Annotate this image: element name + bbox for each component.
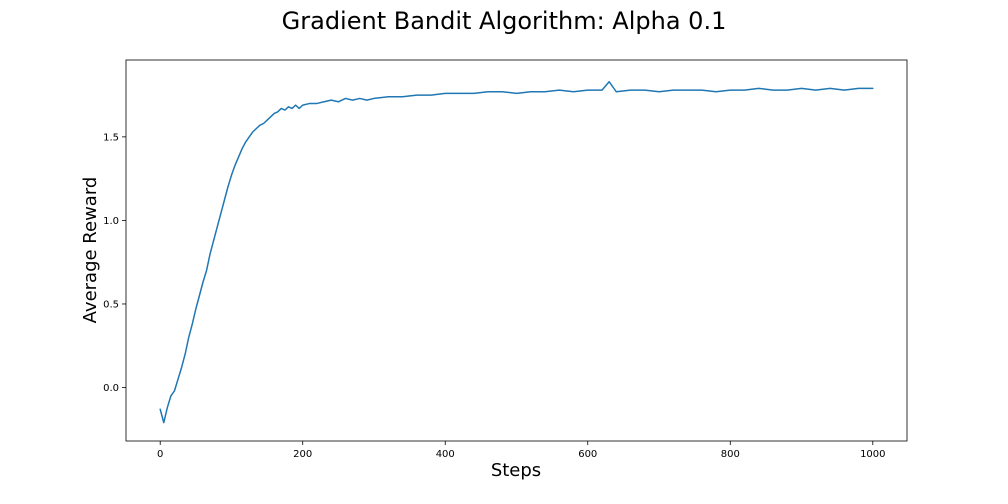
series-line bbox=[159, 80, 874, 424]
x-axis-label: Steps bbox=[491, 460, 541, 481]
y-tick-label: 1.0 bbox=[103, 216, 119, 227]
plot-area: 0 200 400 600 800 1000 0.0 0.5 1.0 1.5 bbox=[103, 59, 908, 460]
x-tick-label: 1000 bbox=[860, 449, 885, 460]
x-tick-label: 200 bbox=[293, 449, 312, 460]
y-tick-label: 0.0 bbox=[103, 383, 119, 394]
x-tick-label: 600 bbox=[578, 449, 597, 460]
chart-title: Gradient Bandit Algorithm: Alpha 0.1 bbox=[282, 7, 727, 35]
y-tick-label: 0.5 bbox=[103, 299, 119, 310]
x-tick-label: 800 bbox=[721, 449, 740, 460]
y-axis-label: Average Reward bbox=[80, 177, 101, 324]
x-tick-label: 0 bbox=[157, 449, 163, 460]
plot-frame bbox=[125, 59, 908, 442]
y-tick-label: 1.5 bbox=[103, 132, 119, 143]
x-tick-label: 400 bbox=[436, 449, 455, 460]
